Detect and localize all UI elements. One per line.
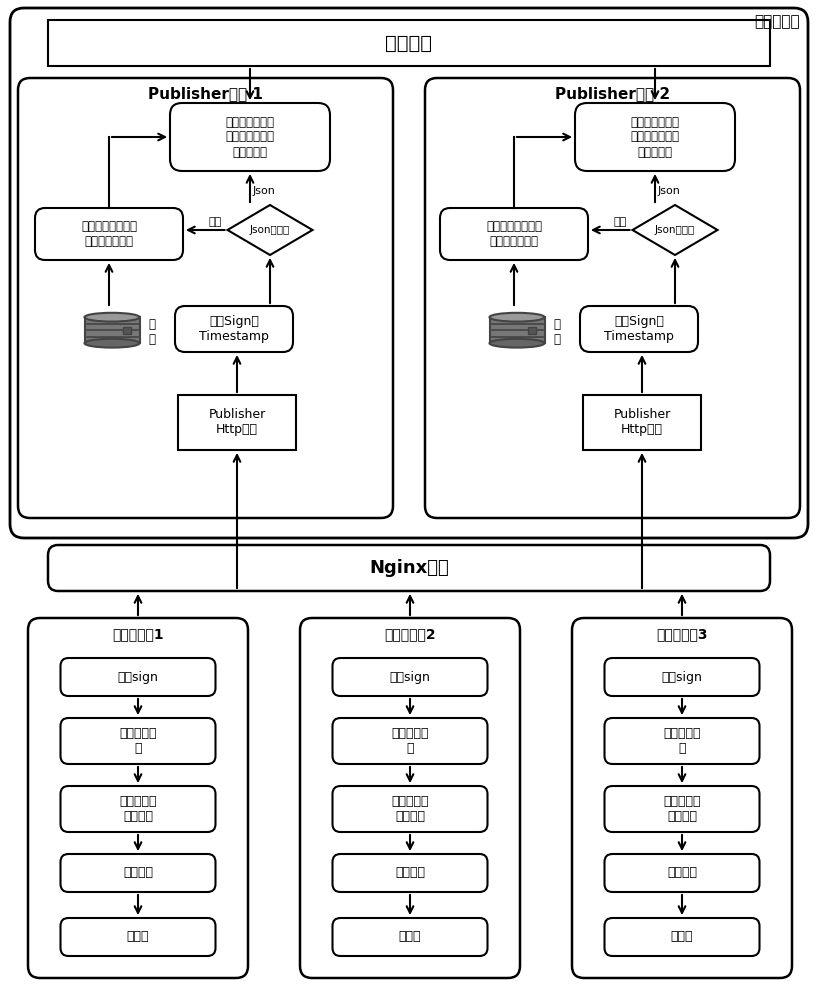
Text: 序列化并压
缩成文件: 序列化并压 缩成文件: [391, 795, 429, 823]
Polygon shape: [632, 205, 717, 255]
Bar: [123, 327, 131, 334]
FancyBboxPatch shape: [604, 718, 759, 764]
Text: 保存文件到指定目
录，包装消息体: 保存文件到指定目 录，包装消息体: [81, 220, 137, 248]
FancyBboxPatch shape: [333, 658, 487, 696]
Text: 文件: 文件: [614, 217, 627, 227]
FancyBboxPatch shape: [61, 718, 215, 764]
Ellipse shape: [490, 313, 545, 322]
Text: 根据业务类型将
消息体放入各自
的消息队列: 根据业务类型将 消息体放入各自 的消息队列: [225, 115, 274, 158]
FancyBboxPatch shape: [580, 306, 698, 352]
Text: Publisher
Http接口: Publisher Http接口: [613, 408, 671, 436]
FancyBboxPatch shape: [572, 618, 792, 978]
FancyBboxPatch shape: [28, 618, 248, 978]
FancyBboxPatch shape: [10, 8, 808, 538]
Text: 磁
盘: 磁 盘: [553, 318, 560, 346]
FancyBboxPatch shape: [170, 103, 330, 171]
FancyBboxPatch shape: [333, 786, 487, 832]
Text: Json: Json: [658, 186, 681, 196]
Text: Json或文件: Json或文件: [250, 225, 290, 235]
Text: 文件: 文件: [209, 217, 222, 227]
FancyBboxPatch shape: [333, 718, 487, 764]
Text: 保存文件到指定目
录，包装消息体: 保存文件到指定目 录，包装消息体: [486, 220, 542, 248]
Text: 验证Sign和
Timestamp: 验证Sign和 Timestamp: [199, 315, 269, 343]
Text: Publisher
Http接口: Publisher Http接口: [208, 408, 265, 436]
FancyBboxPatch shape: [604, 658, 759, 696]
FancyBboxPatch shape: [333, 854, 487, 892]
Text: 数据来源端2: 数据来源端2: [384, 627, 436, 641]
Text: Publisher实例 2: Publisher实例 2: [555, 87, 670, 102]
Text: 数据采集: 数据采集: [395, 866, 425, 880]
Bar: [490, 317, 545, 343]
Text: 数据源: 数据源: [399, 930, 421, 944]
FancyBboxPatch shape: [18, 78, 393, 518]
Text: Json: Json: [252, 186, 275, 196]
FancyBboxPatch shape: [61, 918, 215, 956]
Text: 数据源: 数据源: [127, 930, 149, 944]
Text: 序列化并压
缩成文件: 序列化并压 缩成文件: [663, 795, 701, 823]
Text: 数据来源端1: 数据来源端1: [112, 627, 164, 641]
FancyBboxPatch shape: [604, 854, 759, 892]
Bar: [84, 317, 139, 343]
Text: 验证Sign和
Timestamp: 验证Sign和 Timestamp: [604, 315, 674, 343]
Ellipse shape: [84, 339, 139, 348]
Text: 加入业务类
型: 加入业务类 型: [391, 727, 429, 755]
FancyBboxPatch shape: [440, 208, 588, 260]
Bar: [48, 20, 770, 66]
Text: 加入业务类
型: 加入业务类 型: [663, 727, 701, 755]
Text: 数据采集: 数据采集: [667, 866, 697, 880]
FancyBboxPatch shape: [300, 618, 520, 978]
Text: 生成sign: 生成sign: [118, 670, 158, 684]
Text: 根据业务类型将
消息体放入各自
的消息队列: 根据业务类型将 消息体放入各自 的消息队列: [631, 115, 680, 158]
Text: 数据源: 数据源: [671, 930, 693, 944]
Bar: [583, 395, 701, 450]
Text: Publisher实例 1: Publisher实例 1: [148, 87, 263, 102]
Ellipse shape: [490, 339, 545, 348]
FancyBboxPatch shape: [175, 306, 293, 352]
Text: 生成sign: 生成sign: [390, 670, 431, 684]
FancyBboxPatch shape: [48, 545, 770, 591]
FancyBboxPatch shape: [61, 786, 215, 832]
Text: 加入业务类
型: 加入业务类 型: [120, 727, 156, 755]
FancyBboxPatch shape: [425, 78, 800, 518]
Polygon shape: [228, 205, 313, 255]
Text: 数据采集: 数据采集: [123, 866, 153, 880]
FancyBboxPatch shape: [35, 208, 183, 260]
Text: 消息队列: 消息队列: [386, 33, 432, 52]
Bar: [528, 327, 536, 334]
Text: 中台服务器: 中台服务器: [754, 14, 800, 29]
Bar: [178, 395, 296, 450]
FancyBboxPatch shape: [575, 103, 735, 171]
FancyBboxPatch shape: [61, 854, 215, 892]
FancyBboxPatch shape: [604, 918, 759, 956]
FancyBboxPatch shape: [61, 658, 215, 696]
Ellipse shape: [84, 313, 139, 322]
Text: 序列化并压
缩成文件: 序列化并压 缩成文件: [120, 795, 156, 823]
FancyBboxPatch shape: [604, 786, 759, 832]
Text: 数据来源端3: 数据来源端3: [656, 627, 708, 641]
FancyBboxPatch shape: [333, 918, 487, 956]
Text: 磁
盘: 磁 盘: [148, 318, 155, 346]
Text: Nginx分流: Nginx分流: [369, 559, 449, 577]
Text: Json或文件: Json或文件: [655, 225, 695, 235]
Text: 生成sign: 生成sign: [662, 670, 703, 684]
